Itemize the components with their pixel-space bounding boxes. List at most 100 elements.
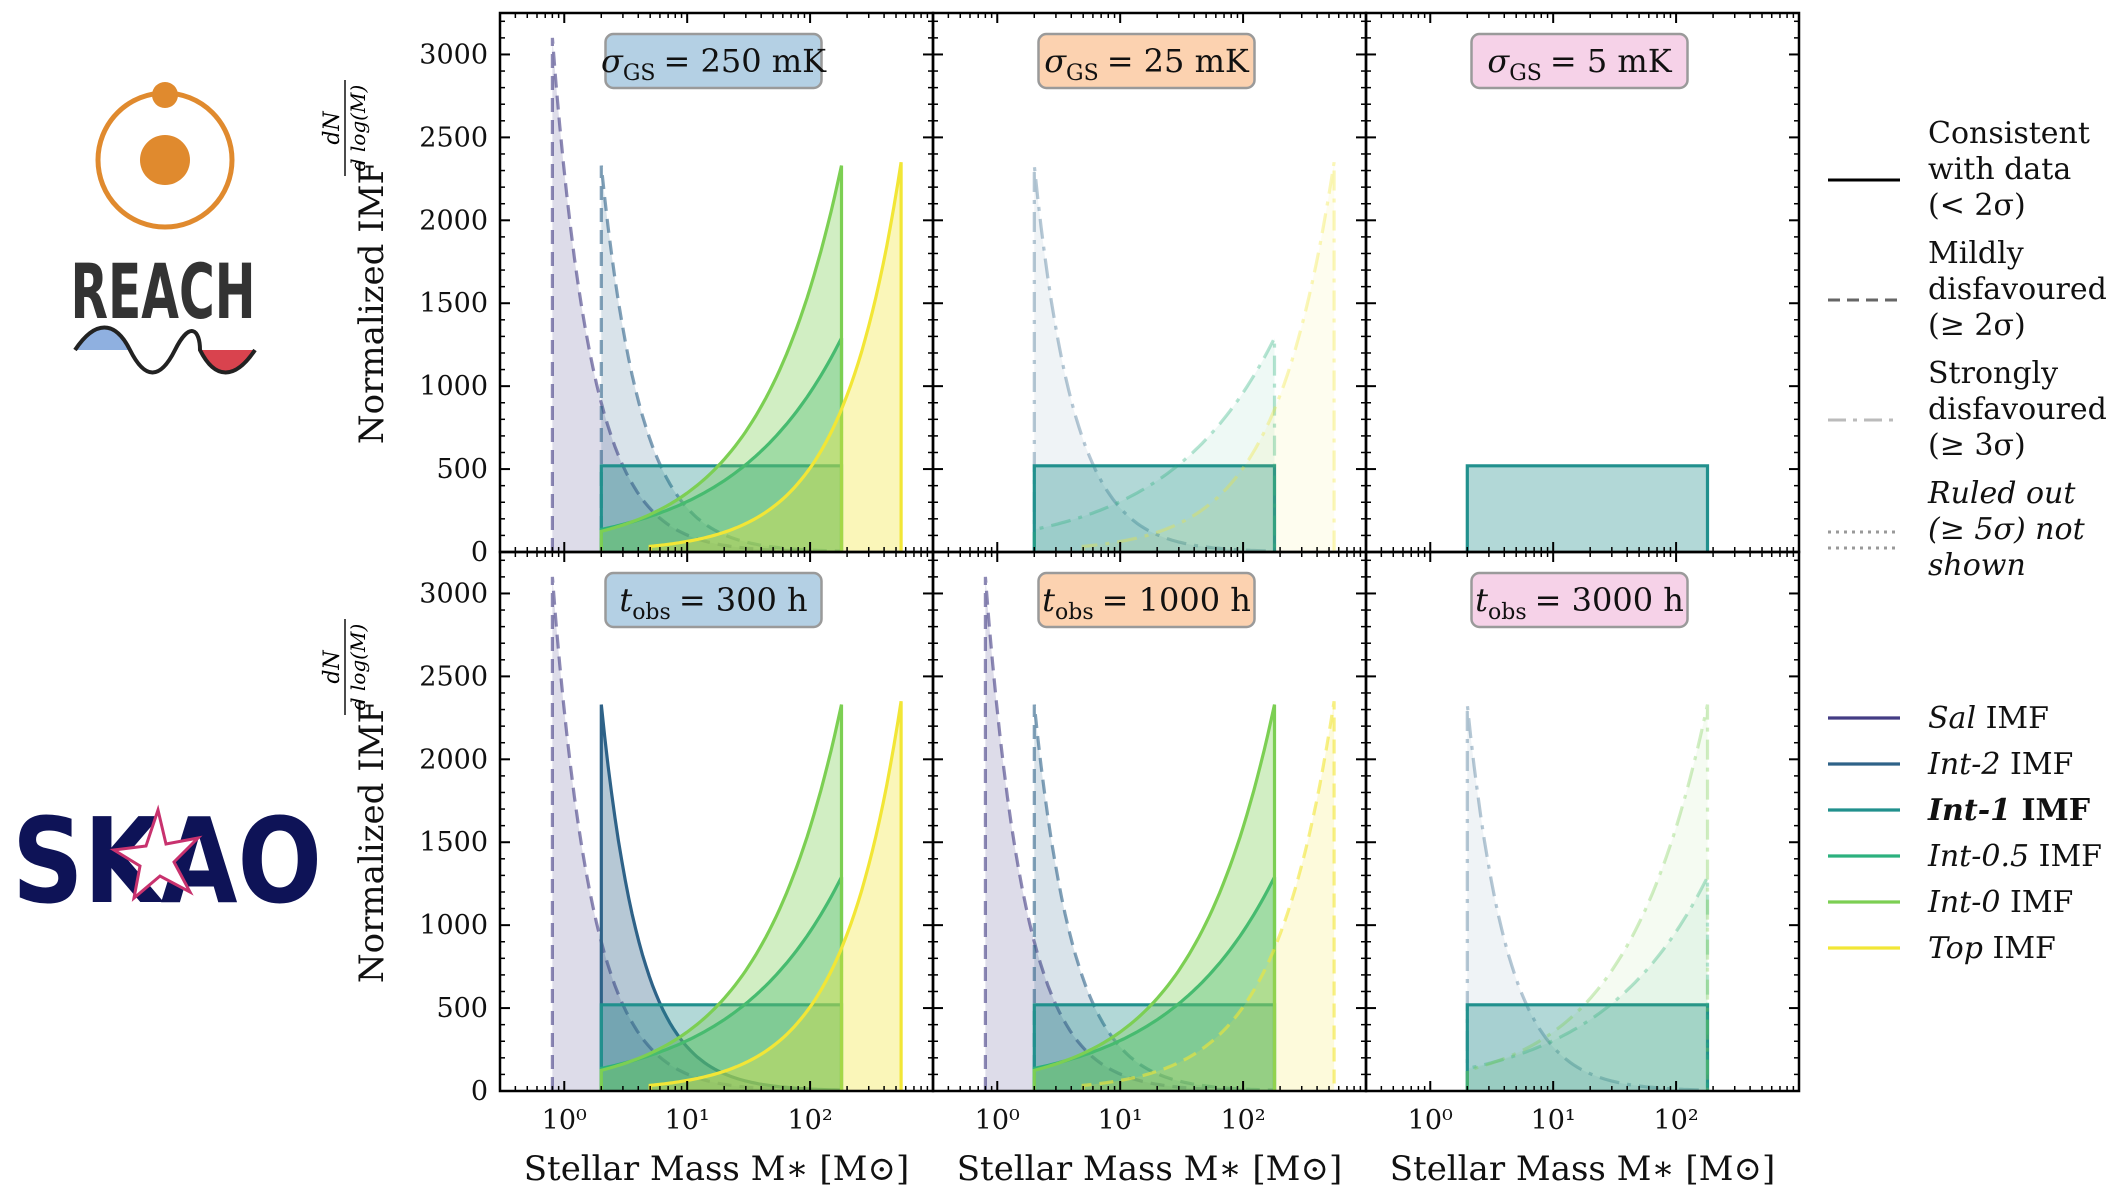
reach-wordmark: REACH — [71, 247, 256, 336]
plot-area — [550, 576, 903, 1091]
y-tick-label: 2000 — [419, 205, 488, 236]
legend-style-text: disfavoured — [1928, 392, 2107, 427]
panel-label-text: σGS = 5 mK — [1487, 42, 1672, 86]
panel-1: 0 500 1000 1500 2000 2500 3000 σGS = 250 mK — [419, 11, 935, 568]
imf-line-top — [648, 701, 903, 1091]
plot-area — [550, 37, 903, 552]
panel-label-var: σ — [601, 42, 624, 80]
imf-area-int-1 — [1034, 465, 1275, 552]
panel-label-sub: obs — [1488, 600, 1527, 625]
imf-area-sal — [552, 576, 811, 1091]
imf-line-int-2 — [1032, 704, 1277, 1091]
imf-line-int-1 — [1032, 464, 1277, 552]
reach-core-icon — [140, 135, 190, 185]
panel-label-value: = 1000 h — [1102, 581, 1251, 619]
y-tick-label: 3000 — [419, 578, 488, 609]
imf-line-int-2 — [599, 165, 844, 552]
panel-label-sub: obs — [1055, 600, 1094, 625]
reach-logo: REACH — [71, 82, 257, 375]
panel-label-box: tobs = 300 h — [604, 571, 823, 629]
y-axis-fraction-num: dN — [320, 650, 345, 684]
legend-imf-name: Sal — [1928, 701, 1976, 736]
panel-label-bg — [604, 571, 823, 629]
panel-2: σGS = 25 mK — [931, 11, 1368, 554]
x-axis-label: Stellar Mass M∗ [M⊙] — [957, 1149, 1343, 1189]
plot-area — [983, 576, 1336, 1091]
x-tick-label: 10⁰ — [542, 1105, 587, 1136]
y-tick-label: 0 — [471, 537, 488, 568]
legend-imf-suffix: IMF — [2000, 747, 2073, 782]
panel-label-var: σ — [1487, 42, 1510, 80]
panel-label-value: = 5 mK — [1550, 42, 1673, 80]
legend-imf-name: Top — [1928, 931, 1983, 966]
imf-area-sal — [552, 37, 811, 552]
y-tick-label: 2500 — [419, 122, 488, 153]
panel-label-sub: GS — [1066, 61, 1099, 86]
legend-style-text: Consistent — [1928, 116, 2090, 151]
imf-area-int-1 — [601, 465, 842, 552]
legend-imf-name: Int-0 — [1927, 885, 2000, 920]
imf-line-top — [648, 162, 903, 552]
panel-label-var: t — [1042, 581, 1055, 619]
x-axis-label: Stellar Mass M∗ [M⊙] — [524, 1149, 910, 1189]
legend-imf-name: Int-2 — [1927, 747, 2000, 782]
x-tick-label: 10² — [1220, 1105, 1265, 1136]
imf-area-int-1 — [601, 1004, 842, 1091]
legend-imf-suffix: IMF — [2000, 885, 2073, 920]
panel-label-box: σGS = 25 mK — [1037, 32, 1256, 90]
x-tick-label: 10⁰ — [975, 1105, 1020, 1136]
y-axis-label: Normalized IMF — [352, 161, 392, 444]
legend-imf-int-0: Int-0 IMF — [1828, 885, 2073, 920]
panel-label-text: σGS = 250 mK — [601, 42, 827, 86]
imf-area-top — [1083, 701, 1335, 1091]
imf-line-top — [1081, 162, 1336, 552]
skao-logo: SKAO — [12, 792, 322, 930]
legend-imf-suffix: IMF — [2011, 793, 2090, 828]
imf-line-int-1 — [1465, 1003, 1710, 1091]
legend-style-text: (≥ 2σ) — [1928, 308, 2026, 343]
legend-imf-text: Int-1 IMF — [1927, 793, 2090, 828]
imf-line-int-0 — [599, 704, 844, 1091]
imf-line-int-0 — [1032, 704, 1277, 1091]
panel-label-var: t — [619, 581, 632, 619]
imf-line-int-0 — [599, 165, 844, 552]
panel-label-sub: GS — [623, 61, 656, 86]
x-tick-label: 10¹ — [1098, 1105, 1143, 1136]
y-tick-label: 2000 — [419, 744, 488, 775]
imf-area-int-0.5 — [1034, 877, 1275, 1091]
y-tick-label: 1000 — [419, 910, 488, 941]
legend-style-text: (≥ 5σ) not — [1928, 512, 2086, 547]
y-tick-label: 3000 — [419, 39, 488, 70]
imf-area-int-2 — [1467, 704, 1708, 1091]
imf-area-top — [1083, 162, 1335, 552]
panel-label-var: σ — [1044, 42, 1067, 80]
imf-line-int-2 — [1032, 165, 1277, 552]
imf-line-int-0.5 — [1032, 337, 1277, 552]
y-tick-label: 500 — [436, 993, 488, 1024]
imf-line-int-1 — [599, 464, 844, 552]
legend-imf-suffix: IMF — [2029, 839, 2102, 874]
panel-label-var: t — [1475, 581, 1488, 619]
x-tick-label: 10¹ — [665, 1105, 710, 1136]
legend-style-text: (< 2σ) — [1928, 188, 2026, 223]
y-tick-label: 0 — [471, 1076, 488, 1107]
panel-label-text: tobs = 3000 h — [1475, 581, 1684, 625]
panel-label-box: σGS = 250 mK — [601, 32, 827, 90]
panel-4: 0 500 1000 1500 2000 2500 3000 10⁰ 10¹ 10² Stellar… — [419, 550, 935, 1189]
imf-line-int-0 — [1465, 704, 1710, 1091]
imf-area-top — [650, 162, 902, 552]
imf-line-top — [1081, 701, 1336, 1091]
y-axis-fraction: dN d log(M) — [320, 80, 370, 176]
panel-label-sub: obs — [632, 600, 671, 625]
panel-label-bg — [1037, 32, 1256, 90]
legend-style-text: Mildly — [1928, 236, 2024, 271]
legend-imf-int-0.5: Int-0.5 IMF — [1828, 839, 2102, 874]
panel-label-sub: GS — [1509, 61, 1542, 86]
legend-imf-text: Int-0.5 IMF — [1927, 839, 2102, 874]
imf-line-int-2 — [1465, 704, 1710, 1091]
y-tick-label: 1000 — [419, 371, 488, 402]
